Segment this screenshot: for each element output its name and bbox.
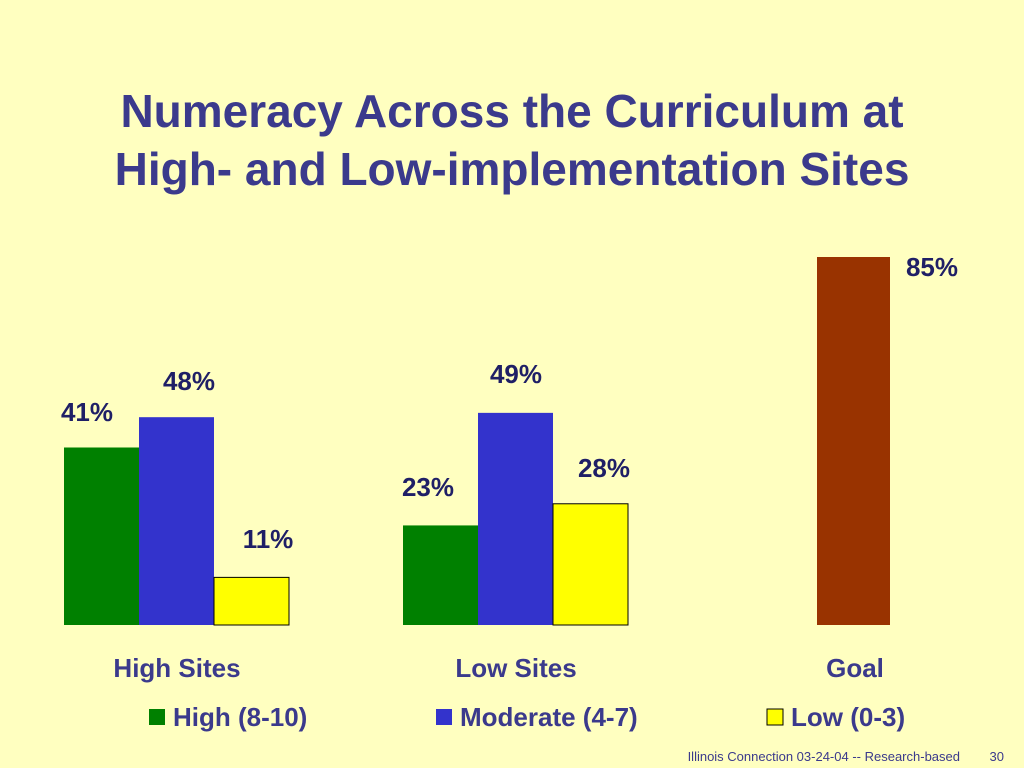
category-label-high-sites: High Sites xyxy=(113,653,240,683)
data-label-goal: 85% xyxy=(906,252,958,282)
data-label-high-sites-1: 48% xyxy=(163,366,215,396)
bar-high-sites-2 xyxy=(213,576,290,626)
legend-swatch-0 xyxy=(149,709,165,725)
category-label-goal: Goal xyxy=(826,653,884,683)
legend-swatch-2 xyxy=(766,708,784,726)
data-label-high-sites-0: 41% xyxy=(61,397,113,427)
footer-text: Illinois Connection 03-24-04 -- Research… xyxy=(687,749,960,764)
page-title: Numeracy Across the Curriculum at High- … xyxy=(0,82,1024,198)
bar-low-sites-2 xyxy=(552,503,629,626)
data-label-low-sites-1: 49% xyxy=(490,359,542,389)
legend-label-0: High (8-10) xyxy=(173,702,307,732)
legend-label-1: Moderate (4-7) xyxy=(460,702,638,732)
title-line-2: High- and Low-implementation Sites xyxy=(114,143,910,195)
data-label-low-sites-2: 28% xyxy=(578,453,630,483)
data-label-high-sites-2: 11% xyxy=(243,524,294,554)
page-number: 30 xyxy=(989,749,1004,764)
title-line-1: Numeracy Across the Curriculum at xyxy=(120,85,904,137)
bar-low-sites-1 xyxy=(478,412,553,625)
legend-swatch-1 xyxy=(436,709,452,725)
bar-high-sites-0 xyxy=(64,447,139,625)
data-label-low-sites-0: 23% xyxy=(402,472,454,502)
bar-high-sites-1 xyxy=(139,417,214,625)
category-label-low-sites: Low Sites xyxy=(455,653,576,683)
legend-label-2: Low (0-3) xyxy=(791,702,905,732)
bar-low-sites-0 xyxy=(403,525,478,625)
bar-goal xyxy=(817,257,890,625)
